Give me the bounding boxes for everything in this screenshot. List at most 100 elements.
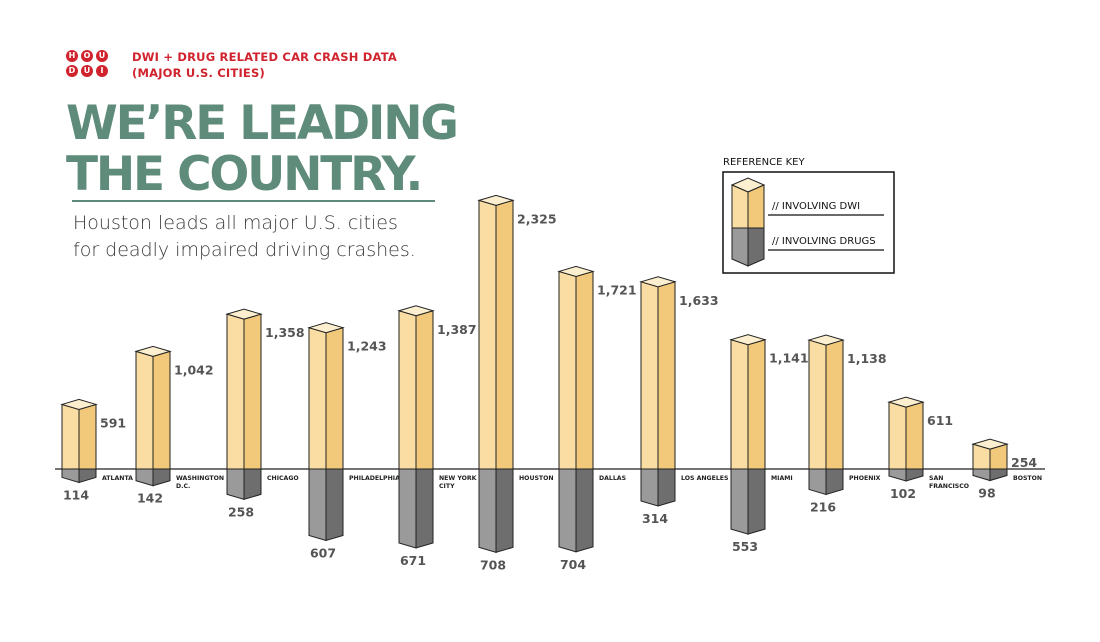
dwi-bar-left-face <box>730 339 749 470</box>
city-bar-group: 591 114 ATLANTA <box>60 398 133 502</box>
drug-bar-right-face <box>495 468 514 553</box>
reference-key-box <box>722 171 895 274</box>
key-drug-left <box>731 227 749 267</box>
city-bar-group: 1,141 553 MIAMI <box>729 334 809 554</box>
drug-bar-left-face <box>226 468 245 501</box>
dwi-bar-right-face <box>747 339 766 470</box>
city-bar-group: 254 98 BOSTON <box>971 438 1042 501</box>
city-label: CHICAGO <box>267 475 299 482</box>
dwi-bar-top-face <box>807 334 845 346</box>
drug-bar-right-face <box>325 468 344 542</box>
city-bar-group: 2,325 708 HOUSTON <box>477 194 557 572</box>
dwi-bar-left-face <box>808 339 827 470</box>
headline-line2: THE COUNTRY. <box>66 147 423 202</box>
headline-divider <box>72 200 435 202</box>
dwi-bar-top-face <box>307 322 345 334</box>
drug-bar-right-face <box>243 468 262 501</box>
drug-value-label: 553 <box>732 539 758 554</box>
drug-bar-right-face <box>989 468 1008 482</box>
subtitle-line2: for deadly impaired driving crashes. <box>73 239 416 261</box>
city-label: HOUSTON <box>519 475 554 482</box>
dwi-value-label: 1,387 <box>437 322 477 337</box>
logo-letter: H <box>66 50 78 62</box>
drug-value-label: 671 <box>400 553 426 568</box>
dwi-value-label: 1,721 <box>597 282 637 297</box>
dwi-bar-right-face <box>905 401 924 470</box>
key-dwi-left <box>731 184 749 229</box>
city-bar-group: 1,633 314 LOS ANGELES <box>639 276 729 526</box>
key-dwi-right <box>747 184 765 229</box>
subtitle: Houston leads all major U.S. cities for … <box>73 210 416 264</box>
city-label: MIAMI <box>771 475 793 482</box>
dwi-bar-left-face <box>398 310 417 470</box>
dwi-bar-left-face <box>61 403 80 470</box>
drug-value-label: 142 <box>137 491 163 506</box>
drug-bar-left-face <box>558 468 577 553</box>
dwi-bar-right-face <box>78 403 97 470</box>
dwi-bar-left-face <box>478 199 497 470</box>
city-label: ATLANTA <box>102 475 133 482</box>
dwi-bar-right-face <box>152 350 171 470</box>
reference-key-title: REFERENCE KEY <box>723 157 805 168</box>
drug-bar-left-face <box>135 468 154 487</box>
drug-value-label: 102 <box>890 486 916 501</box>
header-title-line1: DWI + DRUG RELATED CAR CRASH DATA <box>132 50 397 64</box>
legend-label-dwi: // INVOLVING DWI <box>772 201 860 212</box>
dwi-bar-top-face <box>887 396 925 408</box>
dwi-bar-left-face <box>308 327 327 470</box>
logo-letter: U <box>81 65 93 77</box>
dwi-bar-top-face <box>971 438 1009 450</box>
dwi-value-label: 2,325 <box>517 211 557 226</box>
city-bar-group: 1,721 704 DALLAS <box>557 265 637 572</box>
dwi-bar-top-face <box>134 345 172 357</box>
drug-bar-left-face <box>730 468 749 535</box>
legend-label-drugs: // INVOLVING DRUGS <box>772 236 876 247</box>
headline-line1: WE’RE LEADING <box>66 96 459 151</box>
dwi-bar-left-face <box>888 401 907 470</box>
drug-value-label: 708 <box>480 557 506 572</box>
drug-bar-right-face <box>415 468 434 549</box>
dwi-value-label: 1,042 <box>174 362 214 377</box>
drug-bar-left-face <box>888 468 907 482</box>
drug-bar-right-face <box>78 468 97 484</box>
dwi-bar-left-face <box>558 270 577 470</box>
dwi-value-label: 1,633 <box>679 293 719 308</box>
drug-value-label: 98 <box>978 486 995 501</box>
dwi-bar-top-face <box>225 308 263 320</box>
dwi-value-label: 1,141 <box>769 351 809 366</box>
drug-value-label: 314 <box>642 511 668 526</box>
reference-key: REFERENCE KEY // INVOLVING DWI // INVOLVIN… <box>722 157 895 274</box>
dwi-bar-left-face <box>226 313 245 470</box>
drug-value-label: 258 <box>228 504 254 519</box>
city-label: PHOENIX <box>849 475 881 482</box>
dwi-value-label: 1,138 <box>847 351 887 366</box>
dwi-bar-right-face <box>495 199 514 470</box>
drug-bar-left-face <box>972 468 991 482</box>
drug-value-label: 704 <box>560 557 586 572</box>
drug-bar-left-face <box>308 468 327 542</box>
drug-value-label: 607 <box>310 545 336 560</box>
city-bar-group: 1,243 607 PHILADELPHIA <box>307 322 400 560</box>
subtitle-line1: Houston leads all major U.S. cities <box>73 212 398 234</box>
city-label: BOSTON <box>1013 475 1042 482</box>
drug-bar-right-face <box>825 468 844 496</box>
city-label: LOS ANGELES <box>681 475 729 482</box>
dwi-bar-top-face <box>477 194 515 206</box>
dwi-bar-right-face <box>243 313 262 470</box>
dwi-value-label: 254 <box>1011 455 1037 470</box>
dwi-bar-right-face <box>657 281 676 470</box>
headline: WE’RE LEADING THE COUNTRY. <box>66 96 459 202</box>
city-label: DALLAS <box>599 475 626 482</box>
city-label: PHILADELPHIA <box>349 475 400 482</box>
drug-bar-left-face <box>478 468 497 553</box>
city-bar-group: 1,138 216 PHOENIX <box>807 334 887 514</box>
dwi-bar-top-face <box>397 305 435 317</box>
dwi-value-label: 591 <box>100 415 126 430</box>
key-drug-right <box>747 227 765 267</box>
dwi-value-label: 1,243 <box>347 339 387 354</box>
drug-value-label: 216 <box>810 499 836 514</box>
